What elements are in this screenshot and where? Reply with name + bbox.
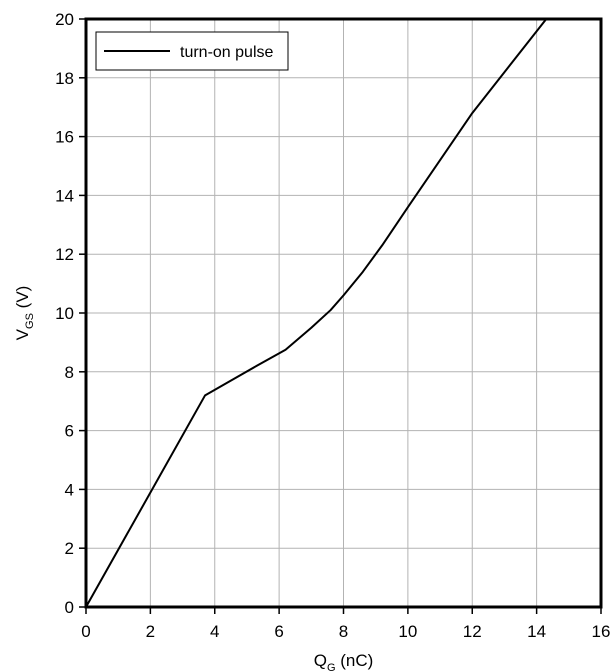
x-tick-label: 16 [592,622,611,641]
axis-labels: QG (nC) VGS (V) [13,286,373,672]
grid [85,18,602,608]
x-axis-label-unit: (nC) [336,651,374,670]
x-axis-label: QG (nC) [314,651,374,672]
y-tick-label: 2 [65,539,74,558]
y-axis-label-main: V [13,328,32,340]
series-line [85,18,548,608]
legend-label: turn-on pulse [180,44,273,61]
series-layer [85,18,548,608]
x-tick-label: 10 [398,622,417,641]
x-axis-label-sub: G [327,662,336,672]
y-tick-label: 20 [55,10,74,29]
x-tick-label: 8 [339,622,348,641]
x-tick-label: 0 [81,622,90,641]
x-tick-label: 12 [463,622,482,641]
legend: turn-on pulse [95,31,289,71]
y-tick-label: 4 [65,480,74,499]
y-axis-label: VGS (V) [13,286,36,341]
y-tick-label: 12 [55,245,74,264]
y-axis-label-unit: (V) [13,286,32,313]
y-tick-label: 10 [55,304,74,323]
x-axis-label-main: Q [314,651,327,670]
y-tick-label: 8 [65,363,74,382]
x-tick-label: 6 [274,622,283,641]
x-tick-label: 4 [210,622,219,641]
y-axis-label-sub: GS [24,313,36,329]
y-tick-label: 14 [55,186,74,205]
tick-layer: 0 2 4 6 8 10 12 14 16 0 2 4 6 8 10 12 14 16 18 20 [55,10,610,641]
y-tick-label: 18 [55,69,74,88]
y-tick-label: 16 [55,128,74,147]
x-tick-label: 2 [146,622,155,641]
x-tick-label: 14 [527,622,546,641]
y-tick-label: 0 [65,598,74,617]
y-tick-label: 6 [65,422,74,441]
